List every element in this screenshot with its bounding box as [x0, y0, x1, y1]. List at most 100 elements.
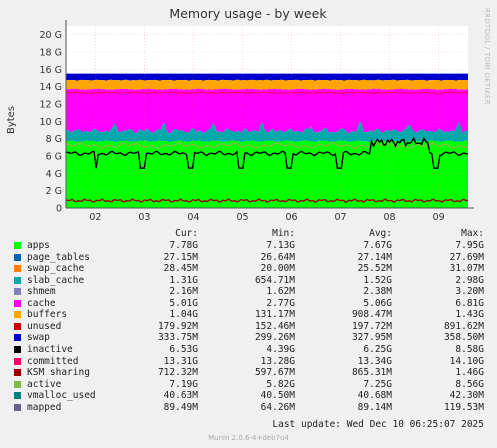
legend-swatch: [14, 392, 21, 400]
y-tick-labels: 0 2 G 4 G 6 G 8 G 10 G 12 G 14 G 16 G 18 G 20 G: [40, 30, 62, 214]
legend-row: page_tables 27.15M 26.64M 27.14M 27.69M: [0, 252, 497, 264]
legend-cur: 712.32M: [157, 367, 198, 379]
legend-max: 119.53M: [443, 401, 484, 413]
legend-min: 1.62M: [266, 286, 295, 298]
line-inactive: [65, 136, 469, 169]
legend-swatch: [14, 357, 21, 365]
x-tick-label: 02: [89, 212, 101, 223]
legend-avg: 865.31M: [351, 367, 392, 379]
legend-cur: 27.15M: [163, 251, 198, 263]
legend-name: active: [27, 378, 62, 390]
x-tick-label: 05: [236, 212, 248, 223]
legend-cur: 1.31G: [169, 274, 198, 286]
area-cache: [66, 88, 468, 134]
legend-header-avg: Avg:: [369, 228, 392, 239]
legend-cur: 28.45M: [163, 263, 198, 275]
legend-swatch: [14, 345, 21, 353]
legend-max: 6.81G: [455, 297, 484, 309]
legend-min: 152.46M: [254, 320, 295, 332]
legend-swatch: [14, 403, 21, 411]
area-slab_cache: [66, 121, 468, 143]
legend-min: 597.67M: [254, 367, 295, 379]
legend-name: mapped: [27, 401, 62, 413]
legend-row: swap_cache 28.45M 20.00M 25.52M 31.07M: [0, 263, 497, 275]
legend-max: 31.07M: [449, 263, 484, 275]
legend-swatch: [14, 334, 21, 342]
legend-row: inactive 6.53G 4.39G 6.25G 8.58G: [0, 344, 497, 356]
legend-swatch: [14, 369, 21, 377]
legend-min: 13.28G: [260, 355, 295, 367]
rrdtool-credit: RRDTOOL / TOBI OETIKER: [483, 8, 491, 105]
legend-min: 654.71M: [254, 274, 295, 286]
legend-max: 42.30M: [449, 390, 484, 402]
legend-cur: 7.19G: [169, 378, 198, 390]
area-buffers: [66, 79, 468, 90]
legend-cur: 40.63M: [163, 390, 198, 402]
legend-swatch: [14, 288, 21, 296]
legend-min: 131.17M: [254, 309, 295, 321]
x-tick-label: 03: [138, 212, 150, 223]
legend-min: 64.26M: [260, 401, 295, 413]
legend-header-cur: Cur:: [175, 228, 198, 239]
legend-min: 7.13G: [266, 240, 295, 251]
legend-row: apps 7.78G 7.13G 7.67G 7.95G: [0, 240, 497, 252]
y-axis-label: Bytes: [6, 106, 17, 134]
legend-avg: 908.47M: [351, 309, 392, 321]
axes: [65, 20, 474, 209]
legend-row: vmalloc_used 40.63M 40.50M 40.68M 42.30M: [0, 390, 497, 402]
legend-cur: 13.31G: [163, 355, 198, 367]
legend-swatch: [14, 253, 21, 261]
legend-min: 26.64M: [260, 251, 295, 263]
y-tick-label: 20 G: [40, 30, 62, 41]
legend-row: mapped 89.49M 64.26M 89.14M 119.53M: [0, 402, 497, 414]
legend-row: swap 333.75M 299.26M 327.95M 358.50M: [0, 332, 497, 344]
legend-max: 7.95G: [455, 240, 484, 251]
legend-avg: 197.72M: [351, 320, 392, 332]
line-series: [65, 91, 469, 203]
legend-avg: 6.25G: [363, 343, 392, 355]
legend-name: unused: [27, 320, 62, 332]
legend-name: vmalloc_used: [27, 390, 96, 402]
legend-max: 8.58G: [455, 343, 484, 355]
legend-cur: 5.01G: [169, 297, 198, 309]
legend-min: 299.26M: [254, 332, 295, 344]
footer-version: Munin 2.0.6-4+deb7u4: [208, 434, 289, 442]
legend-row: unused 179.92M 152.46M 197.72M 891.62M: [0, 321, 497, 333]
legend-name: cache: [27, 297, 56, 309]
legend-row: buffers 1.04G 131.17M 908.47M 1.43G: [0, 309, 497, 321]
legend-row: shmem 2.16M 1.62M 2.38M 3.20M: [0, 286, 497, 298]
y-tick-label: 16 G: [40, 65, 62, 76]
line-committed: [65, 91, 469, 94]
legend-name: apps: [27, 240, 50, 251]
legend-avg: 89.14M: [357, 401, 392, 413]
legend-header-min: Min:: [272, 228, 295, 239]
y-tick-label: 2 G: [46, 186, 62, 197]
legend-min: 4.39G: [266, 343, 295, 355]
legend-max: 1.43G: [455, 309, 484, 321]
legend-name: shmem: [27, 286, 56, 298]
area-apps: [66, 140, 468, 208]
y-tick-label: 4 G: [46, 169, 62, 180]
legend-cur: 333.75M: [157, 332, 198, 344]
y-tick-label: 6 G: [46, 152, 62, 163]
legend-min: 20.00M: [260, 263, 295, 275]
legend-cur: 7.78G: [169, 240, 198, 251]
legend-name: page_tables: [27, 251, 90, 263]
legend-row: cache 5.01G 2.77G 5.06G 6.81G: [0, 298, 497, 310]
legend-cur: 179.92M: [157, 320, 198, 332]
legend-max: 891.62M: [443, 320, 484, 332]
legend-avg: 7.25G: [363, 378, 392, 390]
legend-max: 1.46G: [455, 367, 484, 379]
legend-min: 40.50M: [260, 390, 295, 402]
legend-min: 5.82G: [266, 378, 295, 390]
area-swap: [66, 73, 468, 81]
legend-name: buffers: [27, 309, 68, 321]
chart-title: Memory usage - by week: [169, 6, 327, 21]
x-tick-label: 07: [334, 212, 346, 223]
legend-max: 2.98G: [455, 274, 484, 286]
legend-swatch: [14, 276, 21, 284]
legend-swatch: [14, 322, 21, 330]
chart: Memory usage - by week Bytes 0 2 G 4 G 6 G 8…: [6, 6, 474, 223]
legend-swatch: [14, 265, 21, 273]
legend-row: committed 13.31G 13.28G 13.34G 14.10G: [0, 356, 497, 368]
